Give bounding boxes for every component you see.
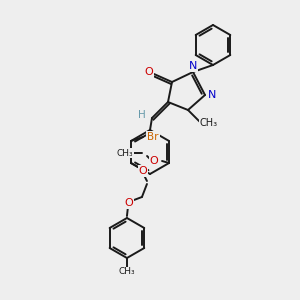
Text: CH₃: CH₃ xyxy=(200,118,218,128)
Text: CH₃: CH₃ xyxy=(117,148,134,158)
Text: O: O xyxy=(139,166,147,176)
Text: O: O xyxy=(145,67,153,77)
Text: H: H xyxy=(138,110,146,120)
Text: O: O xyxy=(150,156,158,166)
Text: N: N xyxy=(189,61,197,71)
Text: O: O xyxy=(124,198,133,208)
Text: CH₃: CH₃ xyxy=(118,268,135,277)
Text: Br: Br xyxy=(147,132,159,142)
Text: N: N xyxy=(208,90,216,100)
